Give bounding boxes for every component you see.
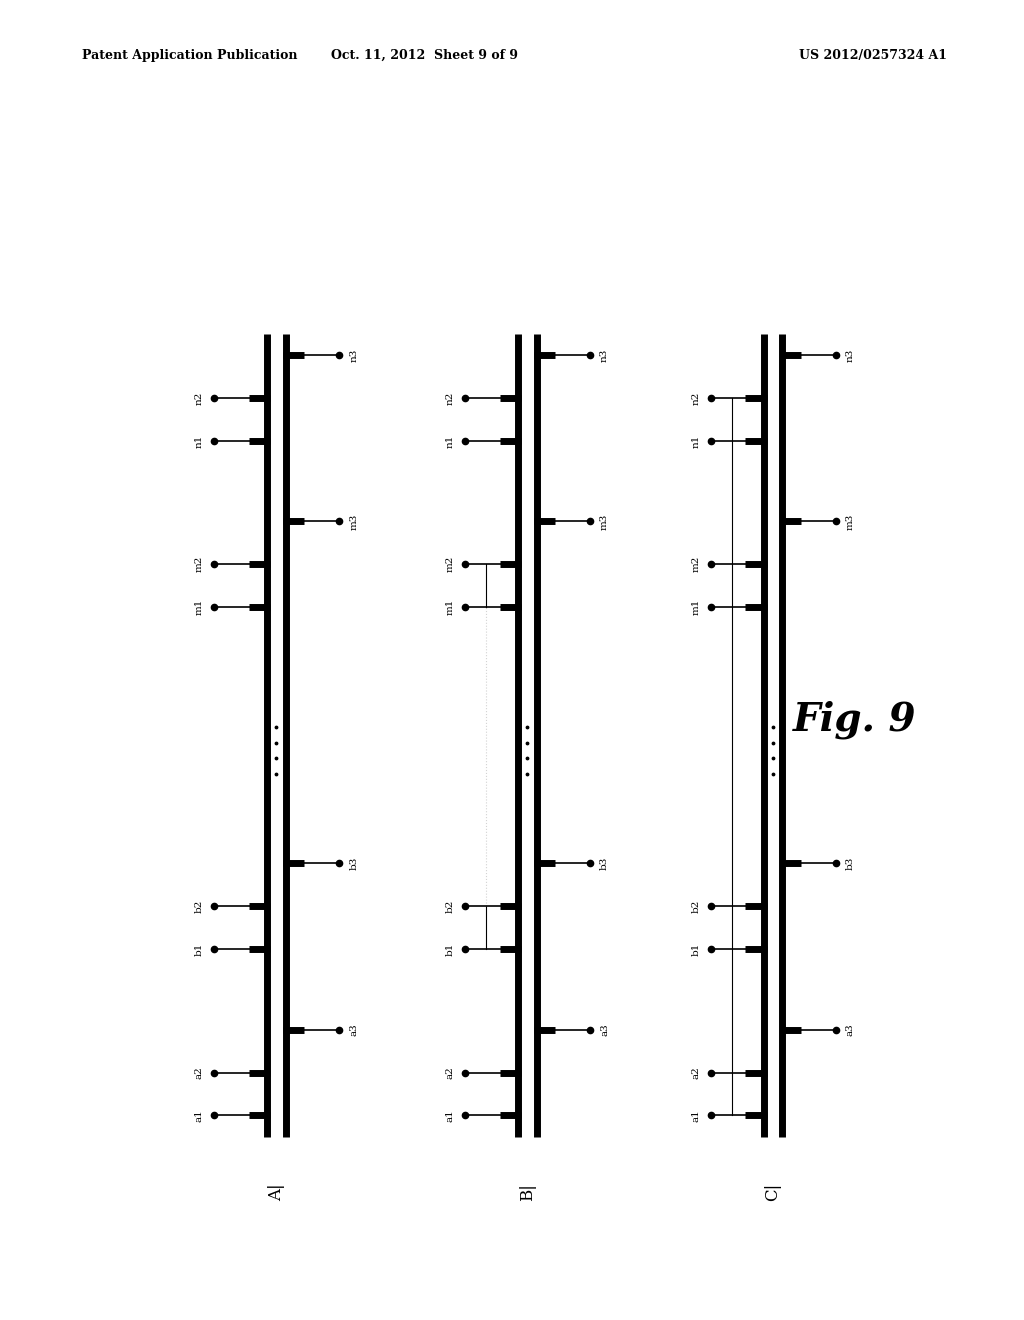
Text: n2: n2 xyxy=(691,391,700,405)
Text: B|: B| xyxy=(519,1183,536,1201)
Text: m3: m3 xyxy=(600,513,609,529)
Text: a2: a2 xyxy=(691,1067,700,1078)
Text: a3: a3 xyxy=(600,1023,609,1036)
Text: m1: m1 xyxy=(691,599,700,615)
Text: b3: b3 xyxy=(846,857,855,870)
Text: a3: a3 xyxy=(349,1023,358,1036)
Text: n1: n1 xyxy=(195,434,204,447)
Text: a2: a2 xyxy=(445,1067,455,1078)
Text: n1: n1 xyxy=(691,434,700,447)
Text: m2: m2 xyxy=(445,556,455,573)
Text: b2: b2 xyxy=(691,899,700,913)
Text: n3: n3 xyxy=(846,348,855,362)
Text: A|: A| xyxy=(268,1183,285,1201)
Text: a3: a3 xyxy=(846,1023,855,1036)
Text: m1: m1 xyxy=(195,599,204,615)
Text: C|: C| xyxy=(765,1183,781,1201)
Text: b3: b3 xyxy=(349,857,358,870)
Text: b1: b1 xyxy=(691,942,700,956)
Text: b1: b1 xyxy=(195,942,204,956)
Text: b3: b3 xyxy=(600,857,609,870)
Text: b2: b2 xyxy=(445,899,455,913)
Text: Fig. 9: Fig. 9 xyxy=(794,700,916,739)
Text: n3: n3 xyxy=(349,348,358,362)
Text: a1: a1 xyxy=(195,1109,204,1122)
Text: US 2012/0257324 A1: US 2012/0257324 A1 xyxy=(799,49,947,62)
Text: Oct. 11, 2012  Sheet 9 of 9: Oct. 11, 2012 Sheet 9 of 9 xyxy=(332,49,518,62)
Text: a1: a1 xyxy=(445,1109,455,1122)
Text: n2: n2 xyxy=(195,391,204,405)
Text: n3: n3 xyxy=(600,348,609,362)
Text: b2: b2 xyxy=(195,899,204,913)
Text: m1: m1 xyxy=(445,599,455,615)
Text: m2: m2 xyxy=(691,556,700,573)
Text: m2: m2 xyxy=(195,556,204,573)
Text: m3: m3 xyxy=(349,513,358,529)
Text: n2: n2 xyxy=(445,391,455,405)
Text: Patent Application Publication: Patent Application Publication xyxy=(82,49,297,62)
Text: b1: b1 xyxy=(445,942,455,956)
Text: n1: n1 xyxy=(445,434,455,447)
Text: m3: m3 xyxy=(846,513,855,529)
Text: a2: a2 xyxy=(195,1067,204,1078)
Text: a1: a1 xyxy=(691,1109,700,1122)
